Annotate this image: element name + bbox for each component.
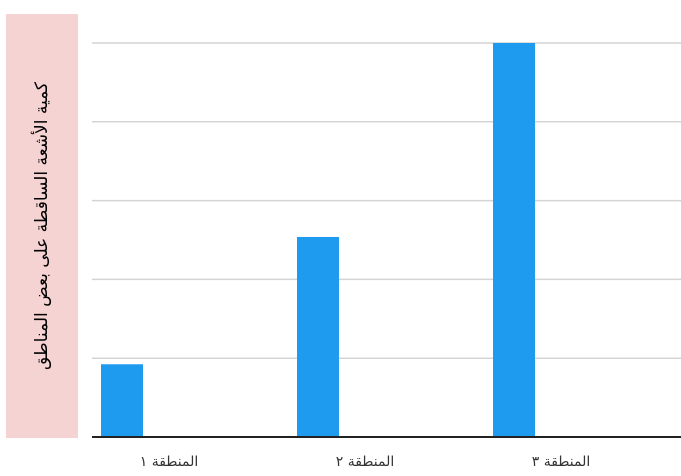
x-tick-label-2: المنطقة ٢	[336, 454, 395, 470]
x-tick-labels: المنطقة ١ المنطقة ٢ المنطقة ٣	[140, 454, 591, 470]
bars	[101, 43, 535, 437]
bar-2	[297, 236, 339, 437]
y-axis-label-box	[6, 14, 78, 438]
bar-3	[493, 43, 535, 437]
gridlines	[92, 42, 681, 359]
x-tick-label-3: المنطقة ٣	[532, 454, 591, 470]
x-tick-label-1: المنطقة ١	[140, 454, 199, 470]
bar-1	[101, 364, 143, 437]
